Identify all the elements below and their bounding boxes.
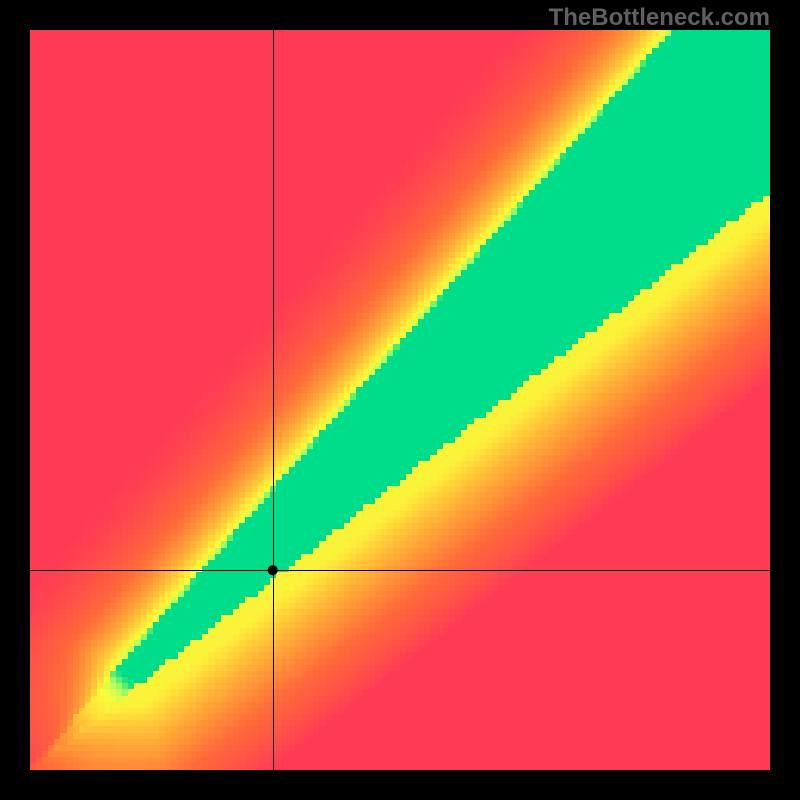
watermark-text: TheBottleneck.com (549, 4, 770, 32)
bottleneck-heatmap (30, 30, 770, 770)
chart-container: TheBottleneck.com (0, 0, 800, 800)
